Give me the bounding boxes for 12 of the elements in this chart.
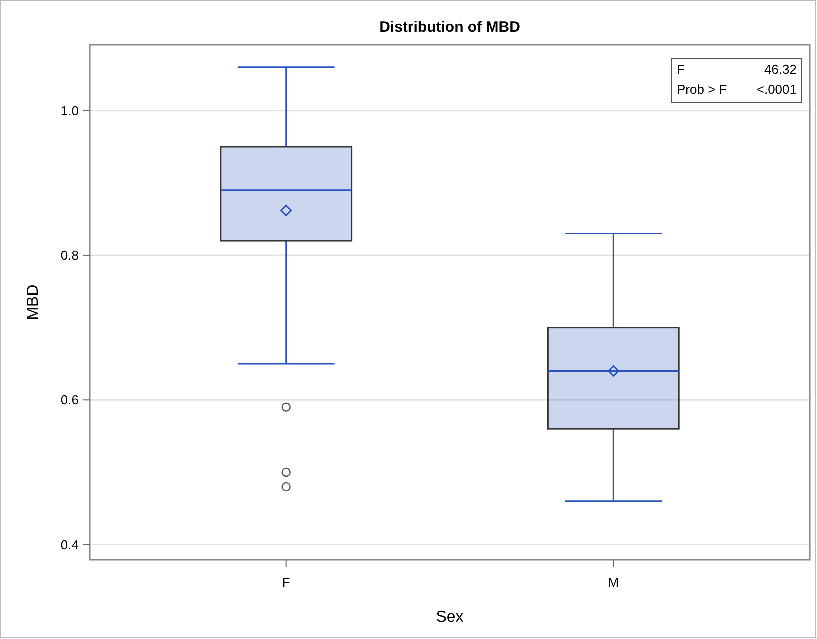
y-tick-label: 0.6 — [60, 392, 79, 408]
y-axis-title: MBD — [25, 284, 42, 320]
y-tick-label: 0.4 — [60, 537, 79, 552]
annotation: <.0001 — [756, 82, 797, 97]
annotation: F — [677, 62, 685, 77]
annotation: 46.32 — [764, 62, 797, 77]
annotation: Prob > F — [677, 82, 728, 97]
y-tick-label: 1.0 — [60, 103, 79, 118]
y-tick-label: 0.8 — [60, 248, 79, 264]
chart-title: Distribution of MBD — [380, 19, 521, 36]
x-tick-label: M — [608, 575, 620, 590]
x-axis-title: Sex — [436, 609, 464, 626]
